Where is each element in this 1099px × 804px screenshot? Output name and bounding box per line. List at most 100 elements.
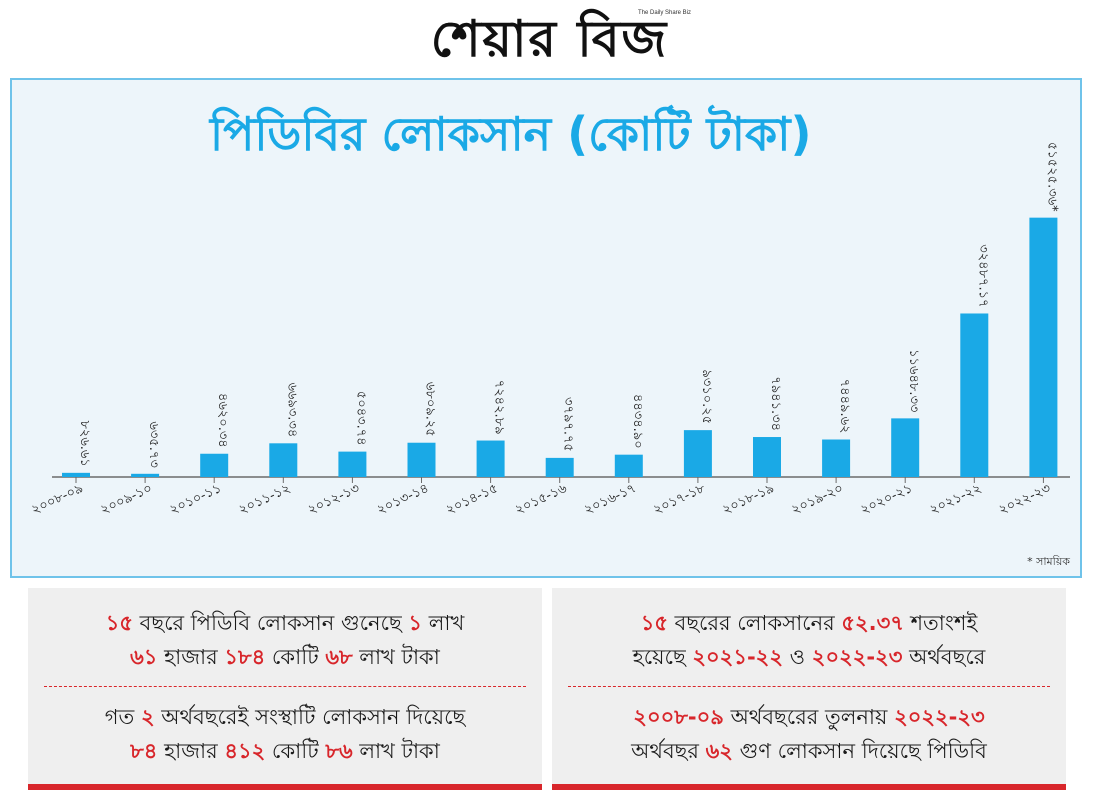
x-tick-label: ২০১৭-১৮ [651,481,708,518]
bar [131,473,160,477]
facts-section: ১৫ বছরে পিডিবি লোকসান গুনেছে ১ লাখ ৬১ হা… [28,588,1071,790]
chart-footnote: * সাময়িক [1027,555,1070,568]
data-label: ৭৯৪১.৩৪ [768,376,783,431]
bar [891,418,920,477]
masthead: শেয়ার বিজ The Daily Share Biz [0,4,1099,74]
fact-number: ২০২১-২২ [692,645,783,669]
bar [200,453,229,477]
x-tick-label: ২০১৯-২০ [789,481,846,518]
fact-number: ৬১ [130,645,158,669]
fact-total-loss: ১৫ বছরে পিডিবি লোকসান গুনেছে ১ লাখ ৬১ হা… [28,606,542,674]
data-label: ৬৩৫.৭৩ [146,421,161,467]
data-label: ৩২৪৮৭.১৭ [975,244,990,307]
bar-chart: পিডিবির লোকসান (কোটি টাকা) ৮২৬.৬১ ২০০৮-০৯ ৬… [29,104,1070,518]
facts-left-column: ১৫ বছরে পিডিবি লোকসান গুনেছে ১ লাখ ৬১ হা… [28,588,542,790]
fact-number: ৪১২ [224,739,266,763]
x-tick-label: ২০১৩-১৪ [375,481,432,518]
fact-line: অর্থবছর ৬২ গুণ লোকসান দিয়েছে পিডিবি [552,734,1066,768]
fact-line: হয়েছে ২০২১-২২ ও ২০২২-২৩ অর্থবছরে [552,640,1066,674]
bar [683,430,712,477]
fact-text: কোটি [265,739,326,763]
fact-share-percent: ১৫ বছরের লোকসানের ৫২.৩৭ শতাংশই হয়েছে ২০… [552,606,1066,674]
chart-title: পিডিবির লোকসান (কোটি টাকা) [208,104,812,161]
fact-number: ২০০৮-০৯ [633,705,724,729]
data-label: ৭৪৪৯.৬২ [837,379,852,434]
fact-number: ৬২ [705,739,733,763]
fact-number: ৮৪ [130,739,158,763]
fact-text: বছরের লোকসানের [667,611,842,635]
fact-number: ৮৬ [325,739,353,763]
x-tick-label: ২০২১-২২ [927,481,984,518]
x-tick-label: ২০১৬-১৭ [582,481,639,518]
x-tick-label: ২০১৫-১৬ [513,481,570,518]
data-label: ৪৪৩৪.৯০ [630,394,645,449]
fact-number: ২০২২-২৩ [894,705,985,729]
x-tick-label: ২০১৮-১৯ [720,481,776,518]
data-label: ৪৬২০.৩৪ [215,393,230,448]
data-label: ৮২৬.৬১ [77,420,92,466]
masthead-title: শেয়ার বিজ [430,9,669,68]
data-label: ৭২৪২.৮৯ [492,380,507,435]
masthead-subtitle: The Daily Share Biz [638,10,692,16]
fact-line: ১৫ বছরের লোকসানের ৫২.৩৭ শতাংশই [552,606,1066,640]
fact-text: অর্থবছর [631,739,706,763]
bar [407,442,436,477]
fact-text: গুণ লোকসান দিয়েছে পিডিবি [732,739,987,763]
fact-number: ২ [140,705,155,729]
fact-text: লাখ [422,611,465,635]
bar [822,439,851,477]
x-tick-label: ২০১৪-১৫ [444,481,500,518]
fact-growth-multiple: ২০০৮-০৯ অর্থবছরের তুলনায় ২০২২-২৩ অর্থবছ… [552,700,1066,768]
fact-number: ৫২.৩৭ [841,611,904,635]
data-label: ১১৬৪৮.৩৩ [906,349,921,412]
fact-text: গত [104,705,141,729]
fact-text: লাখ টাকা [352,645,440,669]
bar [545,457,574,477]
fact-number: ১৮৪ [224,645,266,669]
data-label: ৫১৫২৫.৩৬* [1044,142,1059,212]
bar [960,313,989,477]
fact-divider [44,686,526,687]
fact-last-two-years: গত ২ অর্থবছরেই সংস্থাটি লোকসান দিয়েছে ৮… [28,700,542,768]
x-tick-label: ২০১০-১১ [167,481,224,518]
fact-line: ৮৪ হাজার ৪১২ কোটি ৮৬ লাখ টাকা [28,734,542,768]
fact-number: ৬৮ [325,645,353,669]
fact-line: ২০০৮-০৯ অর্থবছরের তুলনায় ২০২২-২৩ [552,700,1066,734]
fact-divider [568,686,1050,687]
data-label: ৯৩১০.২৫ [699,369,714,424]
facts-right-column: ১৫ বছরের লোকসানের ৫২.৩৭ শতাংশই হয়েছে ২০… [552,588,1066,790]
bar [476,440,505,477]
chart-panel: পিডিবির লোকসান (কোটি টাকা) ৮২৬.৬১ ২০০৮-০৯ ৬… [10,78,1082,578]
fact-text: অর্থবছরে [902,645,986,669]
bar [269,443,298,477]
bar [62,472,90,477]
fact-text: অর্থবছরেই সংস্থাটি লোকসান দিয়েছে [154,705,466,729]
x-tick-label: ২০০৯-১০ [98,481,155,518]
bar [1029,217,1058,477]
fact-text: অর্থবছরের তুলনায় [723,705,895,729]
fact-number: ১৫ [105,611,133,635]
fact-text: হাজার [157,739,225,763]
data-label: ৫০৪৩.৭৪ [353,391,368,446]
fact-line: ১৫ বছরে পিডিবি লোকসান গুনেছে ১ লাখ [28,606,542,640]
fact-text: হয়েছে [632,645,693,669]
fact-line: ৬১ হাজার ১৮৪ কোটি ৬৮ লাখ টাকা [28,640,542,674]
data-label: ৬৬৯৩.৩৪ [284,382,299,437]
x-tick-label: ২০২২-২৩ [997,481,1054,518]
bar [753,437,781,477]
fact-text: ও [782,645,812,669]
fact-text: লাখ টাকা [352,739,440,763]
bar [338,451,367,477]
x-tick-label: ২০০৮-০৯ [29,481,86,518]
x-tick-label: ২০১২-১৩ [306,481,363,518]
fact-text: বছরে পিডিবি লোকসান গুনেছে [132,611,409,635]
fact-number: ১৫ [640,611,668,635]
data-label: ৬৮০৯.২৫ [423,382,438,437]
fact-text: কোটি [265,645,326,669]
x-tick-label: ২০২০-২১ [858,481,915,518]
fact-number: ১ [408,611,423,635]
fact-number: ২০২২-২৩ [811,645,903,669]
fact-text: হাজার [157,645,225,669]
fact-line: গত ২ অর্থবছরেই সংস্থাটি লোকসান দিয়েছে [28,700,542,734]
fact-text: শতাংশই [903,611,978,635]
